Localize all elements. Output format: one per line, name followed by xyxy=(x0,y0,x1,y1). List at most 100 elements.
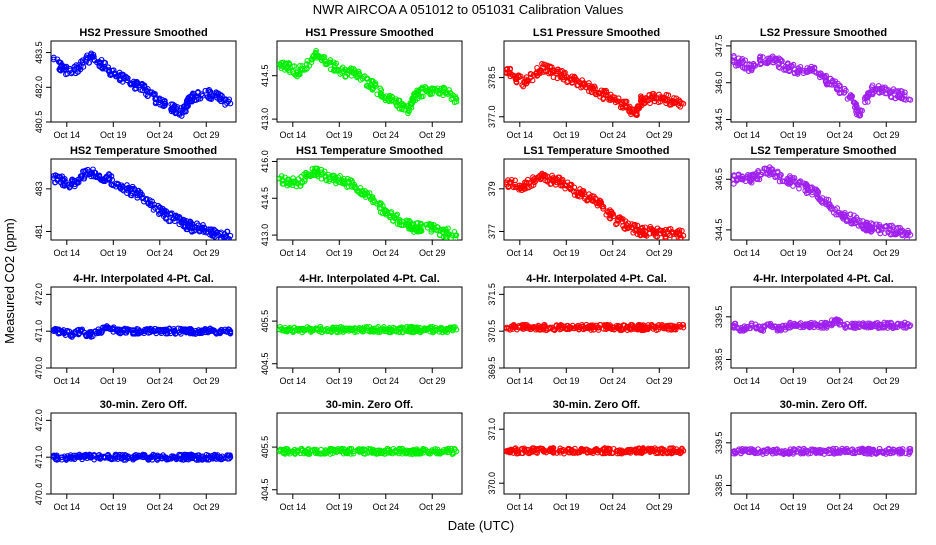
scatter-marker xyxy=(369,328,376,334)
scatter-marker xyxy=(332,67,339,74)
scatter-marker xyxy=(806,324,813,331)
x-tick-label: Oct 14 xyxy=(280,376,307,386)
scatter-marker xyxy=(615,95,622,102)
y-tick-label: 370.0 xyxy=(487,472,497,495)
scatter-marker xyxy=(407,219,414,225)
scatter-marker xyxy=(796,321,803,327)
x-tick-label: Oct 19 xyxy=(780,130,807,140)
y-tick-label: 338.5 xyxy=(714,474,724,497)
x-tick-label: Oct 14 xyxy=(507,376,534,386)
scatter-marker xyxy=(187,218,194,225)
panel-title: LS2 Pressure Smoothed xyxy=(760,27,887,39)
scatter-marker xyxy=(344,448,351,454)
x-tick-label: Oct 14 xyxy=(280,130,307,140)
scatter-marker xyxy=(425,86,432,93)
panel-0-2: LS1 Pressure Smoothed Oct 14 Oct 19 Oct 24 O… xyxy=(487,27,690,140)
data-points xyxy=(277,445,460,457)
scatter-marker xyxy=(128,186,135,193)
y-tick-label: 405.5 xyxy=(260,436,270,459)
panel-0-0: HS2 Pressure Smoothed Oct 14 Oct 19 Oct 24 O… xyxy=(34,27,237,140)
x-tick-label: Oct 24 xyxy=(147,130,174,140)
scatter-marker xyxy=(102,60,109,66)
panel-title: 4-Hr. Interpolated 4-Pt. Cal. xyxy=(753,273,894,285)
x-tick-label: Oct 14 xyxy=(54,502,81,512)
scatter-marker xyxy=(146,454,153,461)
scatter-marker xyxy=(815,191,821,197)
scatter-marker xyxy=(760,54,766,60)
scatter-marker xyxy=(597,93,603,100)
scatter-marker xyxy=(332,174,339,181)
scatter-marker xyxy=(795,179,802,186)
data-points xyxy=(504,445,687,457)
panel-title: 30-min. Zero Off. xyxy=(100,399,187,411)
scatter-marker xyxy=(597,200,603,207)
y-tick-label: 472.0 xyxy=(34,283,44,306)
scatter-marker xyxy=(664,229,671,235)
plot-frame xyxy=(730,158,917,241)
scatter-marker xyxy=(579,188,586,194)
scatter-marker xyxy=(444,329,451,336)
scatter-marker xyxy=(805,323,812,329)
scatter-marker xyxy=(534,73,540,79)
scatter-marker xyxy=(606,445,612,452)
scatter-marker xyxy=(638,447,645,454)
panel-2-2: 4-Hr. Interpolated 4-Pt. Cal. Oct 14 Oct 1… xyxy=(487,273,690,386)
scatter-marker xyxy=(137,189,144,196)
scatter-marker xyxy=(889,88,896,95)
scatter-marker xyxy=(553,450,560,456)
scatter-marker xyxy=(362,194,369,200)
scatter-marker xyxy=(101,455,108,461)
scatter-marker xyxy=(61,176,68,182)
scatter-marker xyxy=(381,447,388,454)
scatter-marker xyxy=(834,205,841,211)
x-tick-label: Oct 24 xyxy=(147,502,174,512)
scatter-marker xyxy=(342,327,348,334)
scatter-marker xyxy=(826,81,833,88)
data-points xyxy=(51,50,234,119)
scatter-marker xyxy=(396,216,403,223)
scatter-marker xyxy=(434,448,441,455)
scatter-marker xyxy=(750,60,757,67)
scatter-marker xyxy=(295,71,302,78)
scatter-marker xyxy=(550,178,557,184)
y-tick-label: 377.0 xyxy=(487,106,497,129)
scatter-marker xyxy=(350,450,357,457)
scatter-marker xyxy=(550,68,557,74)
x-tick-label: Oct 14 xyxy=(734,502,761,512)
scatter-marker xyxy=(588,197,595,203)
scatter-marker xyxy=(671,323,678,330)
scatter-marker xyxy=(652,230,659,237)
scatter-marker xyxy=(406,451,413,457)
scatter-marker xyxy=(92,173,99,180)
scatter-marker xyxy=(740,58,746,65)
scatter-marker xyxy=(161,208,168,215)
scatter-marker xyxy=(335,446,341,452)
scatter-marker xyxy=(823,72,829,79)
scatter-marker xyxy=(786,67,792,73)
scatter-marker xyxy=(837,321,844,328)
x-tick-label: Oct 19 xyxy=(100,248,127,258)
y-tick-label: 347.5 xyxy=(714,35,724,58)
scatter-marker xyxy=(791,323,798,329)
scatter-marker xyxy=(347,447,353,453)
x-tick-label: Oct 24 xyxy=(373,248,400,258)
scatter-marker xyxy=(61,182,68,188)
panel-2-1: 4-Hr. Interpolated 4-Pt. Cal. Oct 14 Oct 1… xyxy=(260,273,463,386)
data-points xyxy=(731,164,914,240)
x-tick-label: Oct 14 xyxy=(280,248,307,258)
scatter-marker xyxy=(598,201,605,208)
scatter-marker xyxy=(731,320,738,327)
x-tick-label: Oct 19 xyxy=(780,376,807,386)
scatter-marker xyxy=(661,447,668,453)
scatter-marker xyxy=(633,106,640,113)
scatter-marker xyxy=(633,110,640,116)
x-tick-label: Oct 14 xyxy=(734,248,761,258)
scatter-marker xyxy=(748,66,755,72)
scatter-marker xyxy=(606,215,613,221)
x-tick-label: Oct 29 xyxy=(193,130,220,140)
scatter-marker xyxy=(315,326,322,333)
scatter-marker xyxy=(772,323,778,330)
panel-title: 4-Hr. Interpolated 4-Pt. Cal. xyxy=(73,273,214,285)
y-tick-label: 405.5 xyxy=(260,310,270,333)
scatter-marker xyxy=(769,448,775,455)
